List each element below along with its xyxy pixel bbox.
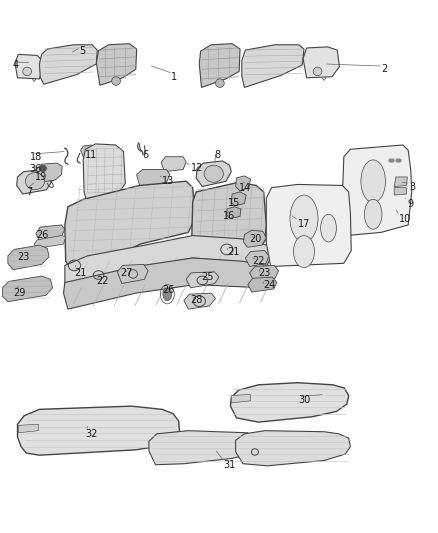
Polygon shape [242,45,304,87]
Text: 26: 26 [36,230,48,239]
Polygon shape [231,394,251,403]
Polygon shape [83,144,125,201]
Text: 15: 15 [228,198,240,207]
Polygon shape [18,406,180,455]
Polygon shape [186,272,219,288]
Text: 6: 6 [142,150,148,159]
Text: 30: 30 [298,395,310,405]
Polygon shape [39,45,97,84]
Polygon shape [248,277,277,292]
Polygon shape [117,264,148,284]
Polygon shape [161,157,186,172]
Text: 16: 16 [223,212,236,221]
Ellipse shape [23,67,32,76]
Text: 5: 5 [79,46,85,55]
Polygon shape [3,276,53,302]
Ellipse shape [25,173,45,190]
Text: 14: 14 [239,183,251,192]
Text: 22: 22 [96,277,109,286]
Polygon shape [244,230,266,247]
Ellipse shape [313,67,322,76]
Ellipse shape [215,79,224,87]
Text: 12: 12 [191,163,203,173]
Polygon shape [343,145,412,236]
Polygon shape [184,293,215,309]
Text: 20: 20 [250,234,262,244]
Polygon shape [236,176,251,191]
Text: 11: 11 [85,150,98,159]
Polygon shape [96,44,137,85]
Text: 27: 27 [120,268,133,278]
Ellipse shape [204,165,223,182]
Text: 23: 23 [18,252,30,262]
Text: 25: 25 [201,272,214,282]
Polygon shape [17,169,53,194]
Text: 31: 31 [223,460,236,470]
Polygon shape [36,225,65,241]
Ellipse shape [39,165,46,172]
Polygon shape [266,184,351,266]
Polygon shape [227,207,241,219]
Ellipse shape [163,288,172,301]
Polygon shape [65,181,195,272]
Polygon shape [149,431,258,465]
Text: 9: 9 [407,199,413,208]
Ellipse shape [364,199,382,229]
Polygon shape [303,47,339,78]
Polygon shape [196,161,231,187]
Text: 24: 24 [263,280,275,290]
Text: 17: 17 [298,219,310,229]
Polygon shape [199,44,240,87]
Polygon shape [8,245,49,270]
Text: 13: 13 [162,176,174,186]
Text: 21: 21 [74,268,87,278]
Ellipse shape [112,77,120,85]
Polygon shape [231,192,246,206]
Polygon shape [64,258,272,309]
Text: 21: 21 [227,247,239,256]
Text: 22: 22 [252,256,265,266]
Polygon shape [137,169,170,188]
Text: 3: 3 [410,182,416,191]
Text: 26: 26 [162,285,174,295]
Text: 8: 8 [215,150,221,159]
Text: 1: 1 [171,72,177,82]
Polygon shape [394,177,407,187]
Polygon shape [81,145,95,157]
Text: 32: 32 [85,430,98,439]
Polygon shape [65,236,271,287]
Ellipse shape [321,214,336,242]
Ellipse shape [361,160,385,203]
Text: 28: 28 [191,295,203,304]
Text: 29: 29 [13,288,25,298]
Polygon shape [230,383,349,422]
Text: 36: 36 [30,165,42,174]
Polygon shape [34,236,66,248]
Ellipse shape [290,195,318,242]
Text: 4: 4 [12,60,18,70]
Text: 2: 2 [381,64,387,74]
Text: 18: 18 [30,152,42,162]
Text: 10: 10 [399,214,411,223]
Text: 7: 7 [26,187,32,197]
Polygon shape [394,188,406,195]
Polygon shape [36,163,62,182]
Polygon shape [250,265,279,281]
Polygon shape [192,182,266,272]
Polygon shape [236,431,350,466]
Polygon shape [245,251,269,266]
Text: 19: 19 [35,172,47,182]
Polygon shape [15,54,43,79]
Text: 23: 23 [258,268,271,278]
Polygon shape [18,424,39,433]
Ellipse shape [293,236,314,268]
